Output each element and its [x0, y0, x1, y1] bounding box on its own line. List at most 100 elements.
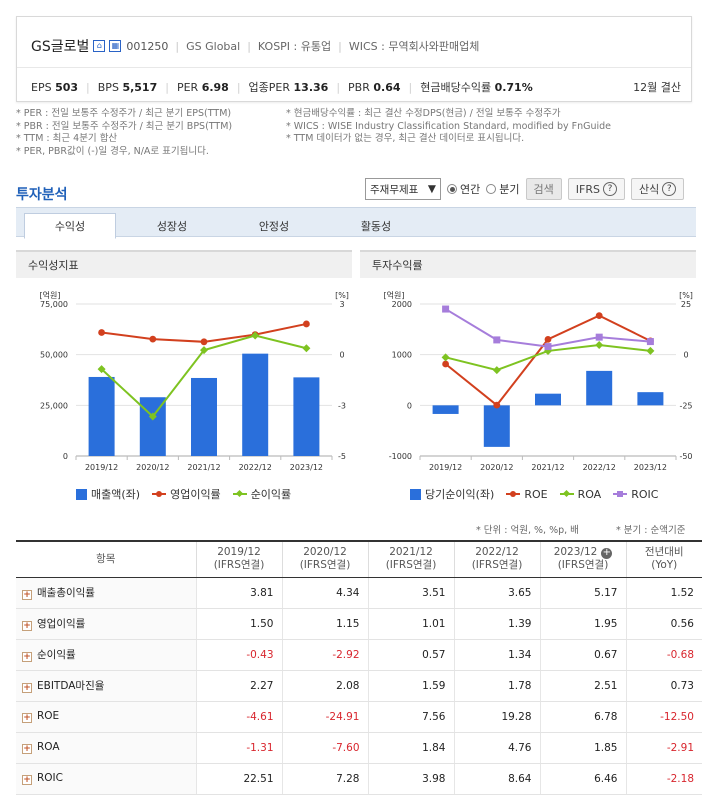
stat-pbr: PBR 0.64	[348, 80, 401, 94]
radio-dot-selected[interactable]	[447, 184, 457, 194]
note-line: * PER, PBR값이 (-)일 경우, N/A로 표기됩니다.	[16, 145, 209, 157]
table-cell: 1.52	[625, 577, 702, 609]
table-cell: -24.91	[281, 701, 368, 733]
radio-annual[interactable]: 연간	[447, 181, 480, 197]
stat-dividend-yield: 현금배당수익률 0.71%	[420, 81, 533, 94]
table-row: + ROE -4.61 -24.91 7.56 19.28 6.78 -12.50	[16, 701, 702, 733]
row-label-cell[interactable]: + 순이익률	[16, 639, 196, 671]
company-title-row: GS글로벌 ⌂ ▦ 001250 | GS Global | KOSPI : 유…	[31, 37, 479, 55]
stat-industry-per: 업종PER 13.36	[248, 81, 329, 94]
table-cell: -0.43	[195, 639, 282, 671]
company-summary-box: GS글로벌 ⌂ ▦ 001250 | GS Global | KOSPI : 유…	[16, 16, 692, 102]
data-point	[200, 338, 208, 346]
row-label: ROE	[37, 709, 60, 722]
tab-growth[interactable]: 성장성	[156, 220, 188, 233]
chart-right-header: 투자수익률	[360, 250, 696, 278]
bar	[139, 397, 166, 456]
axis-unit-right: [%]	[679, 291, 693, 300]
row-label: EBITDA마진율	[37, 679, 105, 692]
divider: |	[175, 39, 180, 53]
radio-quarter[interactable]: 분기	[486, 181, 520, 197]
axis-unit-right: [%]	[335, 291, 349, 300]
english-name: GS Global	[186, 39, 241, 53]
data-point	[149, 335, 157, 343]
settlement-month: 12월 결산	[633, 81, 681, 94]
table-cell: 1.50	[195, 608, 282, 640]
legend-swatch	[76, 488, 87, 500]
y-tick-left: 0	[407, 401, 412, 410]
table-cell: 1.85	[539, 732, 626, 764]
row-label-cell[interactable]: + ROIC	[16, 763, 196, 795]
table-row: + ROIC 22.51 7.28 3.98 8.64 6.46 -2.18	[16, 763, 702, 795]
data-point	[493, 336, 501, 344]
table-cell: 22.51	[195, 763, 282, 795]
expand-row-icon[interactable]: +	[22, 620, 32, 632]
formula-help-button[interactable]: 산식 ?	[630, 178, 685, 200]
table-cell: 2.51	[539, 670, 626, 702]
table-cell: 1.15	[281, 608, 368, 640]
bar	[432, 405, 459, 414]
question-icon: ?	[602, 182, 617, 196]
legend-item-op-margin: 영업이익률	[152, 486, 221, 502]
legend-swatch	[410, 488, 421, 500]
bar	[483, 405, 510, 447]
data-point	[595, 333, 603, 341]
table-row: + 영업이익률 1.50 1.15 1.01 1.39 1.95 0.56	[16, 608, 702, 640]
expand-row-icon[interactable]: +	[22, 774, 32, 786]
expand-row-icon[interactable]: +	[22, 743, 32, 755]
row-label: ROA	[37, 740, 60, 753]
legend-swatch	[506, 489, 521, 499]
statement-select[interactable]: 주재무제표 ▼	[365, 178, 441, 200]
table-cell: -0.68	[625, 639, 702, 671]
y-tick-left: 25,000	[40, 401, 68, 410]
radio-dot[interactable]	[486, 184, 497, 194]
expand-row-icon[interactable]: +	[22, 589, 32, 601]
ratio-table: 항목 2019/12 (IFRS연결) 2020/12 (IFRS연결) 2021/…	[16, 540, 702, 795]
table-cell: 0.57	[367, 639, 454, 671]
data-point	[200, 346, 208, 355]
building-icon[interactable]: ▦	[109, 40, 122, 52]
table-row: + 순이익률 -0.43 -2.92 0.57 1.34 0.67 -0.68	[16, 639, 702, 671]
data-point	[544, 346, 552, 355]
header-period: 2020/12 (IFRS연결)	[281, 540, 368, 578]
search-button[interactable]: 검색	[525, 178, 562, 200]
table-cell: 1.39	[453, 608, 540, 640]
quarter-note: * 분기 : 순액기준	[616, 525, 686, 536]
data-point	[646, 338, 654, 346]
tab-profitability[interactable]: 수익성	[24, 213, 116, 239]
table-cell: 4.76	[453, 732, 540, 764]
question-icon: ?	[662, 182, 677, 196]
market-info: KOSPI : 유통업	[257, 40, 332, 53]
row-label-cell[interactable]: + EBITDA마진율	[16, 670, 196, 702]
analysis-controls: 주재무제표 ▼ 연간 분기 검색 IFRS ? 산식 ?	[365, 178, 685, 200]
row-label-cell[interactable]: + ROA	[16, 732, 196, 764]
key-stats-row: EPS 503 | BPS 5,517 | PER 6.98 | 업종PER 1…	[31, 80, 681, 95]
data-point	[442, 305, 450, 313]
investment-return-chart: [억원] [%] 2000 25 1000 0 0 -25 -1000 -50 2019/12 202…	[384, 290, 693, 472]
expand-row-icon[interactable]: +	[22, 682, 32, 694]
header-period: 2023/12 + (IFRS연결)	[539, 540, 626, 578]
row-label-cell[interactable]: + 영업이익률	[16, 608, 196, 640]
note-line: * PER : 전일 보통주 수정주가 / 최근 분기 EPS(TTM)	[16, 108, 232, 119]
expand-row-icon[interactable]: +	[22, 712, 32, 724]
row-label-cell[interactable]: + 매출총이익률	[16, 577, 196, 609]
table-cell: -1.31	[195, 732, 282, 764]
axis-unit-left: [억원]	[40, 290, 61, 300]
table-cell: 1.84	[367, 732, 454, 764]
wics-info: WICS : 무역회사와판매업체	[348, 40, 480, 53]
x-tick-label: 2020/12	[136, 463, 169, 472]
tab-activity[interactable]: 활동성	[360, 220, 392, 233]
legend-item-revenue: 매출액(좌)	[76, 486, 140, 502]
ifrs-help-button[interactable]: IFRS ?	[567, 178, 625, 200]
header-period: 2022/12 (IFRS연결)	[453, 540, 540, 578]
table-cell: 7.28	[281, 763, 368, 795]
data-point	[148, 412, 157, 421]
row-label-cell[interactable]: + ROE	[16, 701, 196, 733]
expand-row-icon[interactable]: +	[22, 651, 32, 663]
tab-stability[interactable]: 안정성	[258, 220, 290, 233]
expand-columns-icon[interactable]: +	[601, 547, 613, 559]
table-cell: 2.27	[195, 670, 282, 702]
note-line: * TTM : 최근 4분기 합산	[16, 133, 118, 144]
bar	[191, 377, 217, 456]
home-icon[interactable]: ⌂	[93, 40, 106, 52]
